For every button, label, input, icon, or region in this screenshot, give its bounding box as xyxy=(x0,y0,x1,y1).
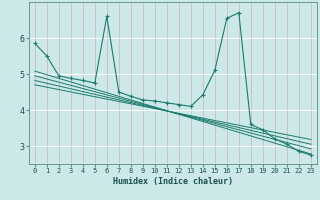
X-axis label: Humidex (Indice chaleur): Humidex (Indice chaleur) xyxy=(113,177,233,186)
